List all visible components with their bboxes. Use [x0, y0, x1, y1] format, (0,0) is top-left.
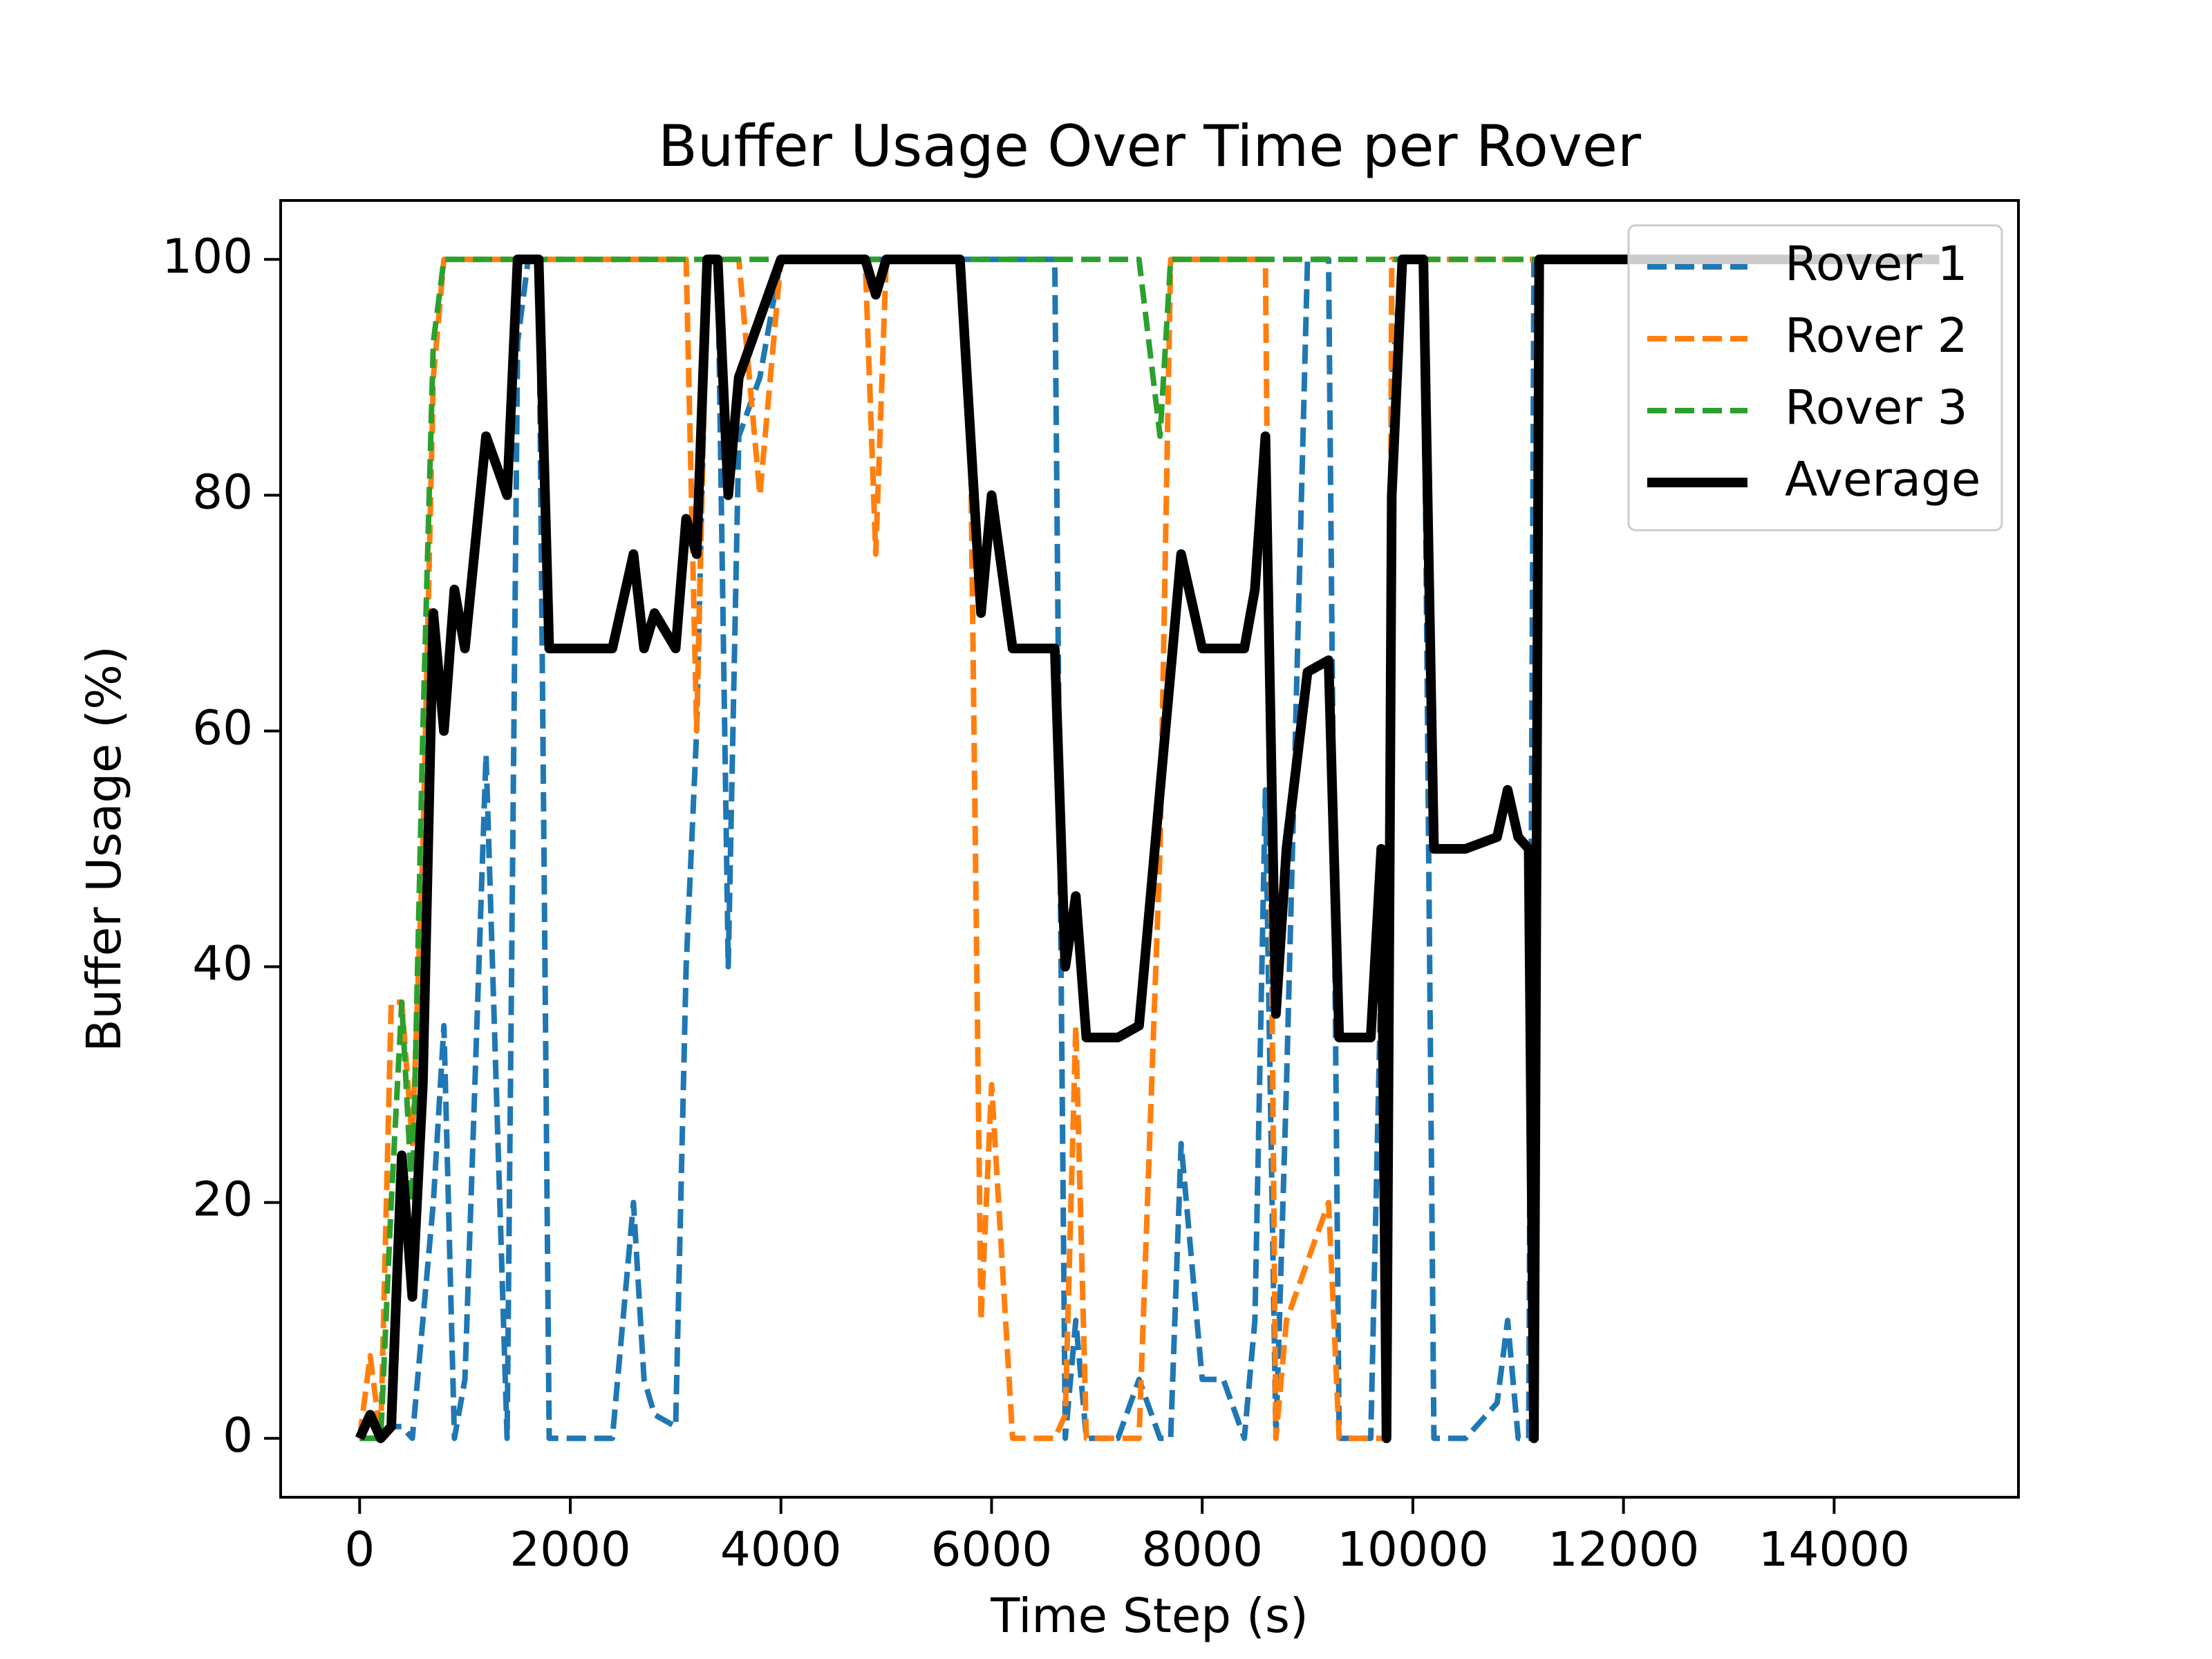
- x-tick-label: 8000: [1141, 1522, 1263, 1577]
- x-tick-label: 14000: [1759, 1522, 1911, 1577]
- y-tick-label: 40: [192, 937, 253, 992]
- legend-label: Rover 2: [1785, 308, 1968, 364]
- y-tick-label: 100: [162, 229, 253, 284]
- x-tick-label: 10000: [1337, 1522, 1489, 1577]
- y-tick-label: 20: [192, 1172, 253, 1228]
- y-tick-label: 60: [192, 700, 253, 756]
- y-tick-label: 0: [223, 1408, 253, 1463]
- x-tick-label: 12000: [1548, 1522, 1700, 1577]
- x-tick-label: 4000: [720, 1522, 842, 1577]
- legend-label: Average: [1785, 452, 1980, 507]
- series-line: [355, 254, 1940, 1443]
- chart-title: Buffer Usage Over Time per Rover: [658, 113, 1642, 180]
- plot-frame: [279, 199, 2020, 1499]
- x-tick-label: 6000: [931, 1522, 1053, 1577]
- x-axis-label: Time Step (s): [990, 1588, 1309, 1644]
- x-tick-label: 2000: [509, 1522, 631, 1577]
- legend-label: Rover 3: [1785, 380, 1968, 435]
- y-tick-label: 80: [192, 465, 253, 520]
- legend-label: Rover 1: [1785, 236, 1968, 292]
- legend-box: [1627, 224, 2003, 532]
- x-tick-label: 0: [344, 1522, 375, 1577]
- y-axis-label: Buffer Usage (%): [77, 646, 132, 1052]
